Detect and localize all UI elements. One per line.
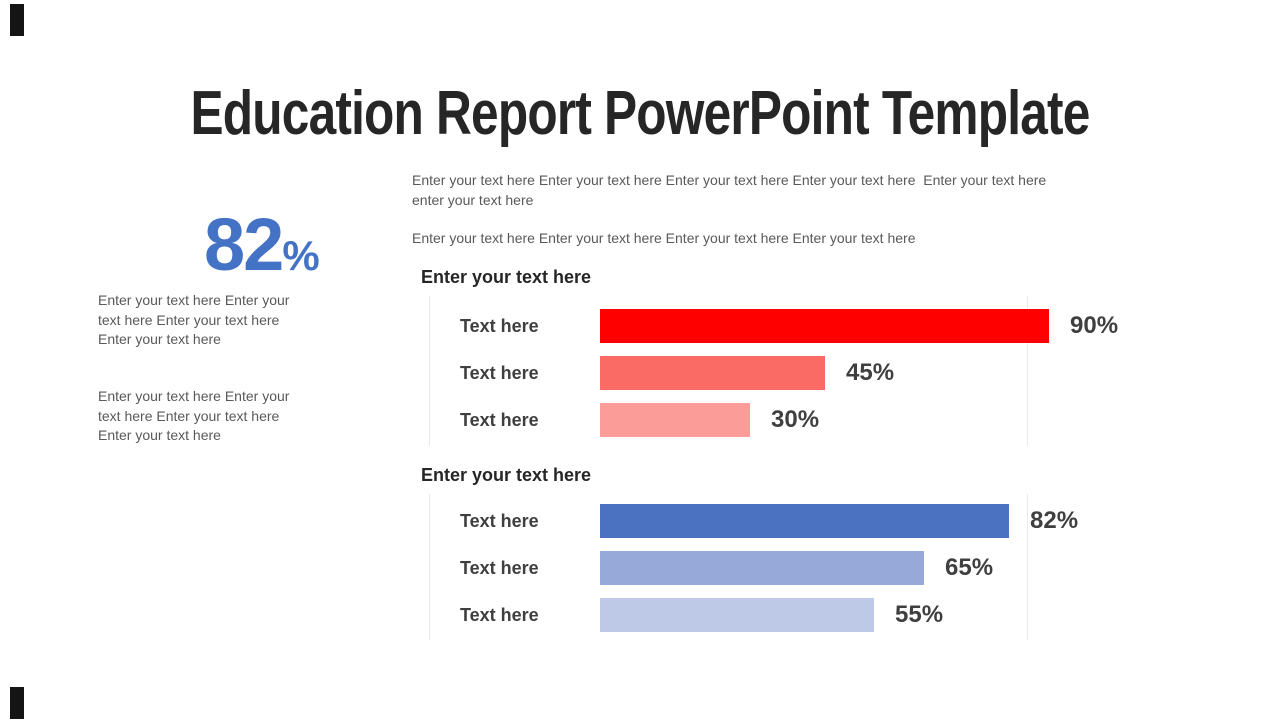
row-label: Text here <box>460 558 539 578</box>
stat-percent-sign: % <box>282 232 320 279</box>
chart-2-right-border <box>1027 494 1028 640</box>
paragraph-line: text here Enter your text here <box>98 311 280 328</box>
corner-accent-top <box>10 4 24 36</box>
paragraph-line: text here Enter your text here <box>98 407 280 424</box>
paragraph-line: Enter your text here Enter your text her… <box>412 230 916 246</box>
value-label: 65% <box>945 554 994 581</box>
paragraph-line: Enter your text here <box>98 331 221 347</box>
left-paragraph-2[interactable]: Enter your text here Enter your text her… <box>98 387 289 446</box>
row-label: Text here <box>460 363 539 383</box>
chart-2-row-3: Text here 55% <box>0 598 1280 632</box>
chart-1-heading[interactable]: Enter your text here <box>421 267 592 287</box>
value-label: 90% <box>1070 312 1119 339</box>
bar-red-30[interactable] <box>600 403 750 437</box>
chart-1-row-2: Text here 45% <box>0 356 1280 390</box>
intro-paragraph-2[interactable]: Enter your text here Enter your text her… <box>412 229 915 249</box>
paragraph-line: Enter your text here Enter your <box>98 292 290 308</box>
bar-blue-55[interactable] <box>600 598 874 632</box>
chart-2-heading[interactable]: Enter your text here <box>421 465 592 485</box>
chart-2-left-border <box>429 494 430 640</box>
row-label: Text here <box>460 316 539 336</box>
value-label: 82% <box>1030 507 1079 534</box>
chart-1-row-1: Text here 90% <box>0 309 1280 343</box>
chart-1-left-border <box>429 296 430 446</box>
value-label: 45% <box>846 359 895 386</box>
chart-1-right-border <box>1027 296 1028 446</box>
bar-red-45[interactable] <box>600 356 825 390</box>
paragraph-line: Enter your text here <box>98 427 221 443</box>
paragraph-line: Enter your text here Enter your text her… <box>412 172 1047 188</box>
row-label: Text here <box>460 605 539 625</box>
row-label: Text here <box>460 410 539 430</box>
slide-title[interactable]: Education Report PowerPoint Template <box>190 78 1091 148</box>
bar-red-90[interactable] <box>600 309 1049 343</box>
chart-2-row-2: Text here 65% <box>0 551 1280 585</box>
paragraph-line: enter your text here <box>412 191 534 208</box>
value-label: 55% <box>895 601 944 628</box>
left-paragraph-1[interactable]: Enter your text here Enter your text her… <box>98 291 289 350</box>
value-label: 30% <box>771 406 820 433</box>
bar-blue-65[interactable] <box>600 551 924 585</box>
intro-paragraph-1[interactable]: Enter your text here Enter your text her… <box>412 171 1046 210</box>
row-label: Text here <box>460 511 539 531</box>
corner-accent-bottom <box>10 687 24 719</box>
paragraph-line: Enter your text here Enter your <box>98 388 290 404</box>
stat-value: 82 <box>204 203 284 286</box>
stat-82-percent[interactable]: 82% <box>204 208 320 282</box>
chart-1-row-3: Text here 30% <box>0 403 1280 437</box>
chart-2-row-1: Text here 82% <box>0 504 1280 538</box>
bar-blue-82[interactable] <box>600 504 1009 538</box>
